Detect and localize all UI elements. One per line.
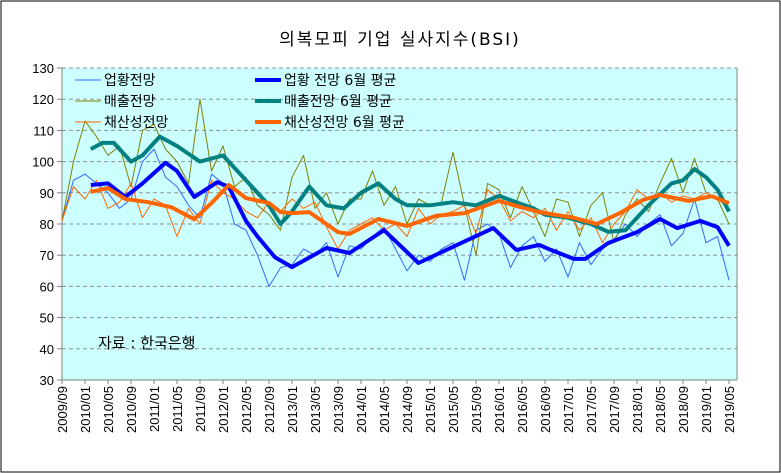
- x-tick-label: 2016/01: [492, 386, 507, 433]
- legend-label: 업황전망: [104, 73, 156, 89]
- x-tick-label: 2012/09: [262, 386, 277, 433]
- x-tick-label: 2010/09: [124, 386, 139, 433]
- x-tick-label: 2019/05: [722, 386, 737, 433]
- x-tick-label: 2010/01: [78, 386, 93, 433]
- y-tick-label: 130: [32, 61, 54, 76]
- x-tick-label: 2019/01: [699, 386, 714, 433]
- x-tick-label: 2012/05: [239, 386, 254, 433]
- x-tick-label: 2015/05: [446, 386, 461, 433]
- gridlines: [62, 67, 737, 350]
- y-tick-label: 60: [40, 279, 54, 294]
- series-line-4: [89, 134, 731, 234]
- x-tick-label: 2013/05: [308, 386, 323, 433]
- x-tick-label: 2012/01: [216, 386, 231, 433]
- x-tick-label: 2013/09: [331, 386, 346, 433]
- source-annotation: 자료 : 한국은행: [98, 334, 195, 352]
- x-tick-label: 2013/01: [285, 386, 300, 433]
- x-tick-label: 2016/05: [515, 386, 530, 433]
- y-tick-label: 40: [40, 342, 54, 357]
- x-tick-label: 2011/09: [193, 386, 208, 432]
- x-tick-label: 2017/01: [561, 386, 576, 433]
- x-tick-label: 2014/01: [354, 386, 369, 433]
- x-tick-labels: 2009/09 2010/01 2010/05 2010/09 2011/01 2011/…: [55, 380, 737, 433]
- legend-label: 업황 전망 6월 평균: [284, 73, 397, 89]
- x-tick-label: 2011/01: [147, 386, 162, 432]
- x-tick-label: 2015/09: [469, 386, 484, 433]
- x-tick-label: 2014/05: [377, 386, 392, 433]
- series-lines: [61, 98, 731, 287]
- chart-title: 의복모피 기업 실사지수(BSI): [279, 30, 521, 50]
- series-line-5: [90, 183, 730, 236]
- legend-label: 매출전망: [104, 94, 156, 110]
- y-tick-label: 70: [40, 248, 54, 263]
- legend-label: 채산성전망: [104, 115, 169, 131]
- x-tick-label: 2018/05: [653, 386, 668, 433]
- x-tick-label: 2018/09: [676, 386, 691, 433]
- y-tick-label: 100: [32, 155, 54, 170]
- x-tick-label: 2015/01: [423, 386, 438, 433]
- y-tick-label: 120: [32, 92, 54, 107]
- y-tick-label: 90: [40, 186, 54, 201]
- x-tick-label: 2016/09: [538, 386, 553, 433]
- y-tick-labels: 30 40 50 60 70 80 90 100 110 120 130: [32, 61, 62, 388]
- y-tick-label: 80: [40, 217, 54, 232]
- x-tick-label: 2014/09: [400, 386, 415, 433]
- legend-label: 매출전망 6월 평균: [284, 94, 392, 110]
- x-tick-label: 2017/09: [607, 386, 622, 433]
- x-tick-label: 2009/09: [55, 386, 70, 433]
- y-tick-label: 50: [40, 311, 54, 326]
- x-tick-label: 2011/05: [170, 386, 185, 432]
- x-tick-label: 2017/05: [584, 386, 599, 433]
- y-tick-label: 110: [33, 123, 54, 138]
- legend-label: 채산성전망 6월 평균: [284, 115, 405, 131]
- x-tick-label: 2010/05: [101, 386, 116, 433]
- series-line-3: [90, 160, 731, 270]
- series-line-1: [61, 98, 730, 256]
- x-tick-label: 2018/01: [630, 386, 645, 433]
- y-tick-label: 30: [40, 373, 54, 388]
